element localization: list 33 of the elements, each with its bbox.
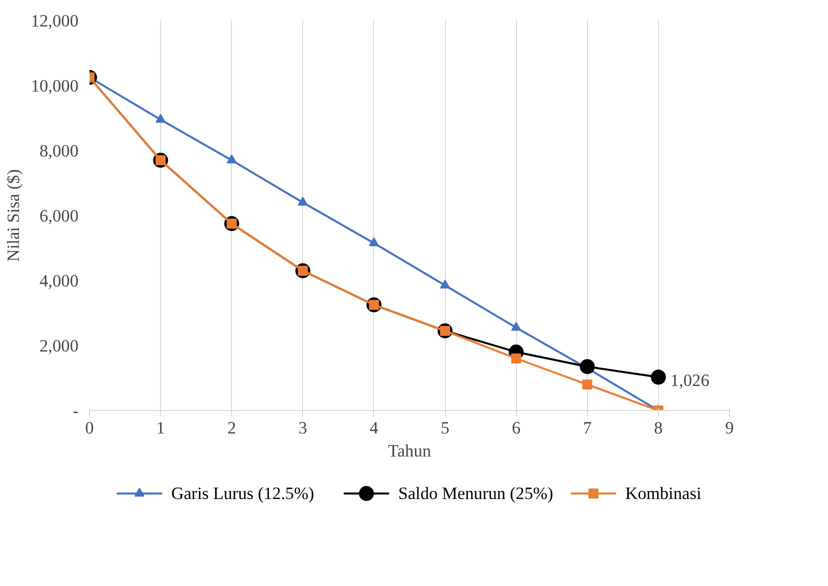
point — [511, 322, 522, 331]
y-tick-label: 10,000 — [30, 76, 79, 96]
point — [650, 370, 666, 385]
x-tick-label: 8 — [654, 418, 663, 438]
legend-label: Kombinasi — [625, 484, 702, 503]
x-tick-label: 0 — [85, 418, 94, 438]
x-tick-label: 3 — [298, 418, 308, 438]
point — [440, 280, 450, 288]
y-tick-label: 6,000 — [40, 206, 79, 226]
point — [511, 354, 522, 364]
point — [582, 380, 592, 390]
point — [298, 196, 308, 206]
data-label: 1,026 — [670, 371, 710, 390]
x-tick-label: 2 — [227, 418, 236, 438]
point — [226, 154, 237, 164]
y-axis-title: Nilai Sisa ($) — [4, 169, 23, 262]
x-tick-label: 1 — [156, 418, 165, 438]
point — [368, 237, 379, 246]
y-tick-label: - — [72, 402, 79, 420]
y-tick-label: 8,000 — [40, 142, 79, 160]
legend-label: Saldo Menurun (25%) — [398, 484, 554, 503]
y-tick-label: 2,000 — [40, 336, 79, 356]
legend-label: Garis Lurus (12.5%) — [171, 484, 314, 503]
x-tick-label: 7 — [582, 418, 592, 438]
point — [156, 114, 166, 123]
y-tick-label: 4,000 — [40, 272, 79, 290]
x-tick-label: 4 — [370, 418, 379, 438]
x-tick-label: 5 — [440, 418, 450, 438]
x-axis-title: Tahun — [388, 442, 432, 460]
y-tick-label: 12,000 — [30, 12, 79, 30]
point — [580, 359, 595, 374]
x-tick-label: 6 — [512, 418, 521, 438]
x-tick-label: 9 — [725, 418, 734, 438]
